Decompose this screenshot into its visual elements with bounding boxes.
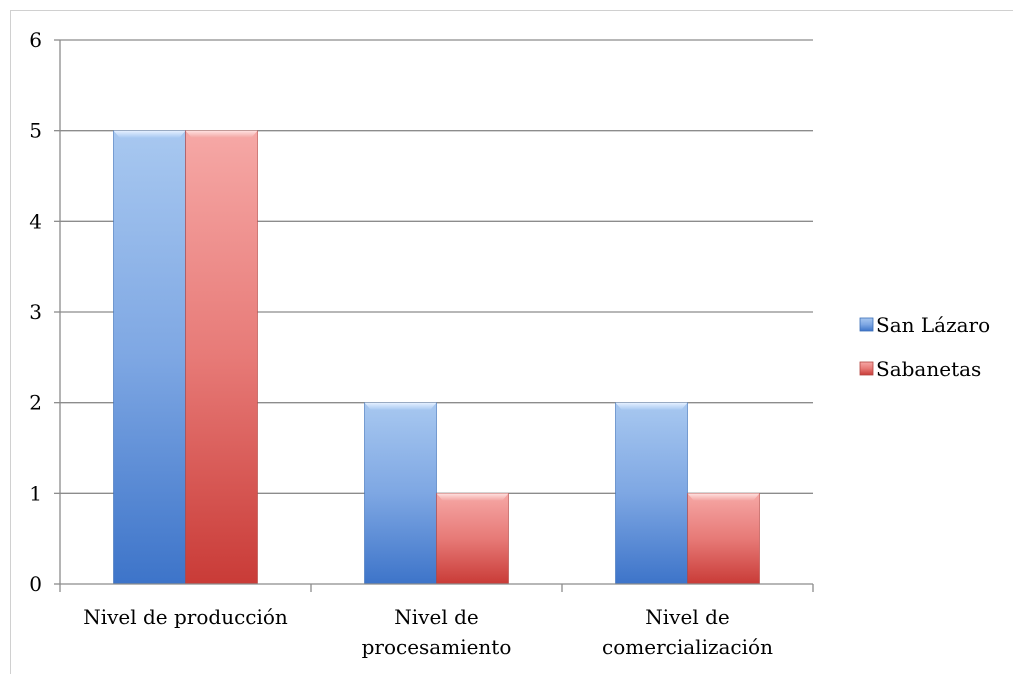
y-tick-label: 5 <box>29 119 42 143</box>
legend-swatch <box>859 317 874 332</box>
legend-swatch <box>859 361 874 376</box>
legend-label: Sabanetas <box>876 357 981 381</box>
x-category-label-line: Nivel de producción <box>83 605 288 629</box>
x-category-label: Nivel de producción <box>83 605 288 629</box>
bar-bevel <box>113 130 186 138</box>
y-tick-label: 3 <box>29 300 42 324</box>
x-category-label-line: Nivel de <box>645 605 729 629</box>
x-category-label: Nivel de procesamiento <box>362 605 512 659</box>
bars <box>113 130 760 585</box>
bar <box>364 402 437 585</box>
x-category-label-line: comercialización <box>602 635 773 659</box>
bar-bevel <box>185 130 258 138</box>
y-tick-label: 2 <box>29 391 42 415</box>
bar <box>185 130 258 585</box>
x-category-label: Nivel de comercialización <box>602 605 773 659</box>
x-category-labels: Nivel de producción Nivel de procesamiento… <box>83 605 773 659</box>
bar-bevel <box>687 493 760 501</box>
bar <box>615 402 688 585</box>
x-category-label-line: Nivel de <box>394 605 478 629</box>
chart-frame <box>10 10 1013 674</box>
legend: San Lázaro Sabanetas <box>859 313 990 381</box>
bar-bevel <box>615 402 688 410</box>
y-tick-label: 4 <box>29 209 42 233</box>
axes <box>54 39 814 592</box>
y-tick-label: 0 <box>29 572 42 596</box>
bar-bevel <box>364 402 437 410</box>
bar <box>113 130 186 585</box>
x-category-label-line: procesamiento <box>362 635 512 659</box>
y-tick-labels: 0 1 2 3 4 5 6 <box>29 28 42 596</box>
y-tick-label: 1 <box>29 481 42 505</box>
bar-bevel <box>436 493 509 501</box>
legend-label: San Lázaro <box>876 313 990 337</box>
bar <box>436 493 509 585</box>
y-tick-label: 6 <box>29 28 42 52</box>
bar <box>687 493 760 585</box>
